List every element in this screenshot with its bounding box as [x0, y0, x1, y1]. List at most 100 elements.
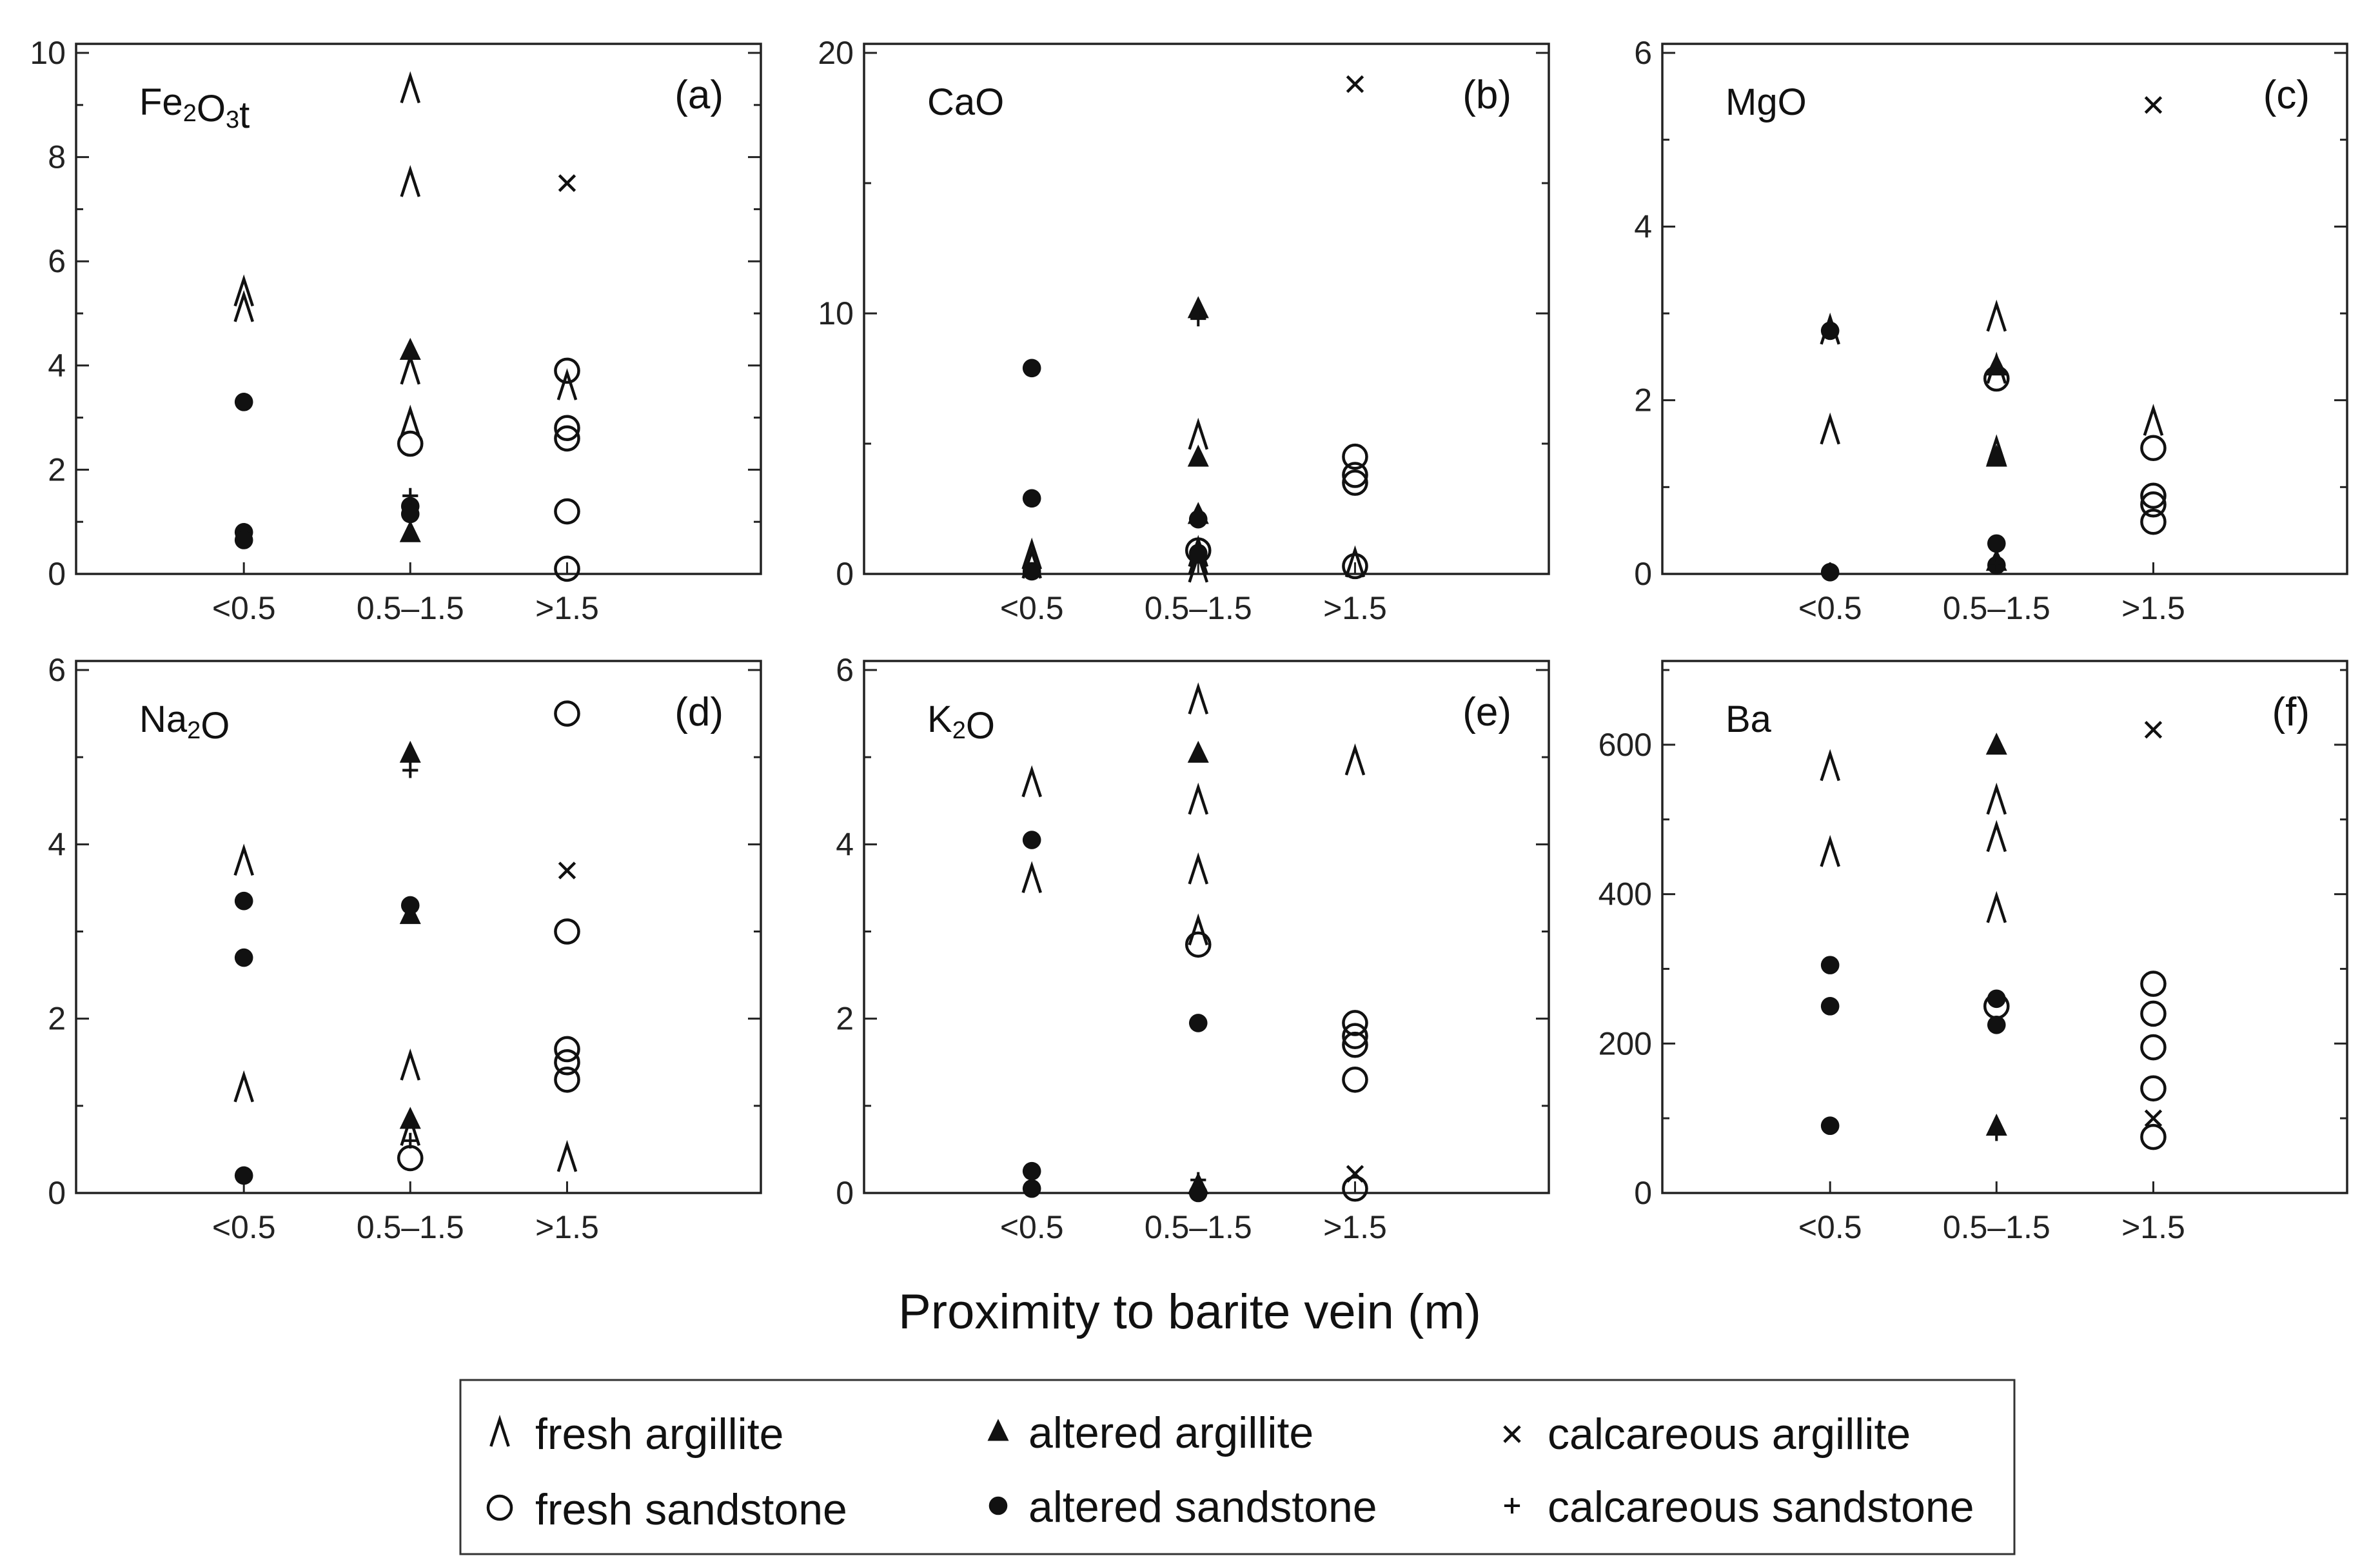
point-altered-sandstone [1022, 489, 1041, 508]
x-tick-label: >1.5 [1323, 590, 1387, 626]
point-altered-argillite [1985, 353, 2007, 376]
panel-letter-na2o: (d) [674, 690, 723, 734]
y-tick-label: 8 [48, 139, 66, 175]
point-fresh-sandstone [554, 415, 580, 442]
point-fresh-argillite [1021, 537, 1042, 570]
point-altered-sandstone [1188, 509, 1208, 529]
point-fresh-sandstone [397, 1145, 424, 1172]
legend-label-altered-argillite: altered argillite [1028, 1408, 1313, 1457]
point-fresh-argillite [233, 274, 254, 307]
panel-title-ba: Ba [1726, 698, 1772, 740]
x-tick-label: >1.5 [535, 1209, 599, 1245]
legend-symbol-altered-sandstone [988, 1496, 1008, 1515]
panel-na2o: 0 2 4 6 <0.5 0.5–1.5 >1.5 Na2O (d) [48, 652, 762, 1245]
point-altered-argillite [399, 1107, 421, 1129]
panel-fe2o3t: 0 2 4 6 8 10 <0.5 0.5–1.5 >1.5 Fe2O3t (a) [30, 35, 762, 626]
point-fresh-argillite [1344, 743, 1366, 776]
point-fresh-sandstone [1185, 931, 1212, 958]
legend-entry-altered-sandstone: altered sandstone [988, 1483, 1377, 1532]
panel-mgo: 0 2 4 6 <0.5 0.5–1.5 >1.5 MgO (c) [1634, 35, 2348, 626]
point-fresh-argillite [400, 404, 421, 437]
y-tick-label: 0 [836, 1175, 854, 1211]
point-fresh-sandstone [554, 918, 580, 945]
point-altered-sandstone [1188, 544, 1208, 562]
point-fresh-argillite [1188, 417, 1209, 450]
point-fresh-sandstone [1342, 553, 1368, 580]
panel-letter-cao: (b) [1462, 73, 1511, 117]
point-fresh-sandstone [554, 1036, 580, 1063]
y-tick-label: 20 [818, 35, 854, 71]
panel-letter-mgo: (c) [2263, 73, 2310, 117]
y-tick-label: 0 [48, 556, 66, 592]
point-fresh-argillite [1986, 782, 2007, 815]
point-calcareous-sandstone [402, 1132, 418, 1148]
point-altered-sandstone [1188, 1183, 1208, 1203]
point-fresh-argillite [1986, 299, 2007, 332]
y-tick-label: 200 [1598, 1025, 1652, 1061]
point-fresh-argillite [1188, 782, 1209, 815]
point-fresh-sandstone [2140, 482, 2167, 509]
point-calcareous-argillite [2144, 96, 2163, 114]
point-calcareous-sandstone [1190, 1172, 1206, 1188]
legend-marker-calcareous-argillite [1503, 1425, 1521, 1443]
point-altered-sandstone [400, 504, 420, 524]
legend-symbol-fresh-argillite [489, 1414, 510, 1447]
panel-letter-k2o: (e) [1462, 690, 1511, 734]
x-tick-label: <0.5 [1000, 1209, 1064, 1245]
point-calcareous-sandstone [1989, 555, 2005, 571]
x-tick-label: >1.5 [2121, 1209, 2185, 1245]
point-altered-sandstone [1022, 562, 1041, 581]
plot-frame [75, 660, 762, 1194]
y-tick-label: 2 [48, 1001, 66, 1037]
point-fresh-argillite [1820, 834, 1840, 867]
legend-entry-calcareous-argillite: calcareous argillite [1503, 1410, 1911, 1459]
y-tick-label: 4 [836, 826, 854, 862]
point-fresh-argillite [1188, 852, 1209, 885]
panel-letter-ba: (f) [2272, 690, 2310, 734]
x-axis-title: Proximity to barite vein (m) [898, 1285, 1481, 1339]
legend-label-fresh-sandstone: fresh sandstone [535, 1485, 847, 1534]
legend-symbol-calcareous-argillite [1503, 1425, 1521, 1443]
point-fresh-sandstone [1342, 1066, 1368, 1093]
point-altered-argillite [1985, 733, 2007, 755]
y-tick-label: 0 [1634, 1175, 1652, 1211]
point-fresh-sandstone [2140, 491, 2167, 518]
point-fresh-sandstone [2140, 1075, 2167, 1102]
legend-entry-fresh-sandstone: fresh sandstone [486, 1485, 847, 1534]
point-fresh-sandstone [1342, 1010, 1368, 1036]
point-fresh-argillite [400, 71, 421, 104]
point-fresh-argillite [233, 1070, 254, 1103]
legend-marker-fresh-sandstone [486, 1494, 513, 1521]
legend-symbol-fresh-sandstone [486, 1494, 513, 1521]
x-tick-label: <0.5 [1798, 1209, 1862, 1245]
point-altered-sandstone [1820, 956, 1840, 974]
point-altered-sandstone [1022, 359, 1041, 378]
point-fresh-sandstone [554, 1049, 580, 1076]
point-fresh-sandstone [1342, 462, 1368, 488]
point-fresh-sandstone [554, 498, 580, 525]
point-fresh-sandstone [2140, 508, 2167, 535]
x-tick-label: >1.5 [1323, 1209, 1387, 1245]
y-tick-label: 10 [818, 295, 854, 331]
legend-entry-fresh-argillite: fresh argillite [489, 1410, 784, 1459]
point-altered-argillite [399, 520, 421, 542]
legend-entry-calcareous-sandstone: calcareous sandstone [1504, 1483, 1974, 1532]
point-fresh-argillite [1986, 820, 2007, 852]
y-tick-label: 0 [1634, 556, 1652, 592]
point-calcareous-sandstone [402, 488, 418, 504]
legend-marker-fresh-argillite [489, 1414, 510, 1447]
legend-marker-calcareous-sandstone [1504, 1497, 1520, 1514]
point-fresh-sandstone [2140, 1000, 2167, 1027]
point-altered-argillite [1985, 444, 2007, 467]
point-altered-sandstone [234, 1166, 253, 1185]
point-fresh-sandstone [554, 555, 580, 582]
plot-frame [1661, 660, 2348, 1194]
y-tick-label: 4 [48, 348, 66, 384]
point-fresh-sandstone [554, 357, 580, 384]
panel-title-fe2o3t: Fe2O3t [139, 81, 250, 136]
point-fresh-sandstone [1342, 1023, 1368, 1049]
point-altered-sandstone [1820, 997, 1840, 1016]
x-tick-label: <0.5 [212, 1209, 276, 1245]
point-altered-sandstone [234, 531, 253, 549]
